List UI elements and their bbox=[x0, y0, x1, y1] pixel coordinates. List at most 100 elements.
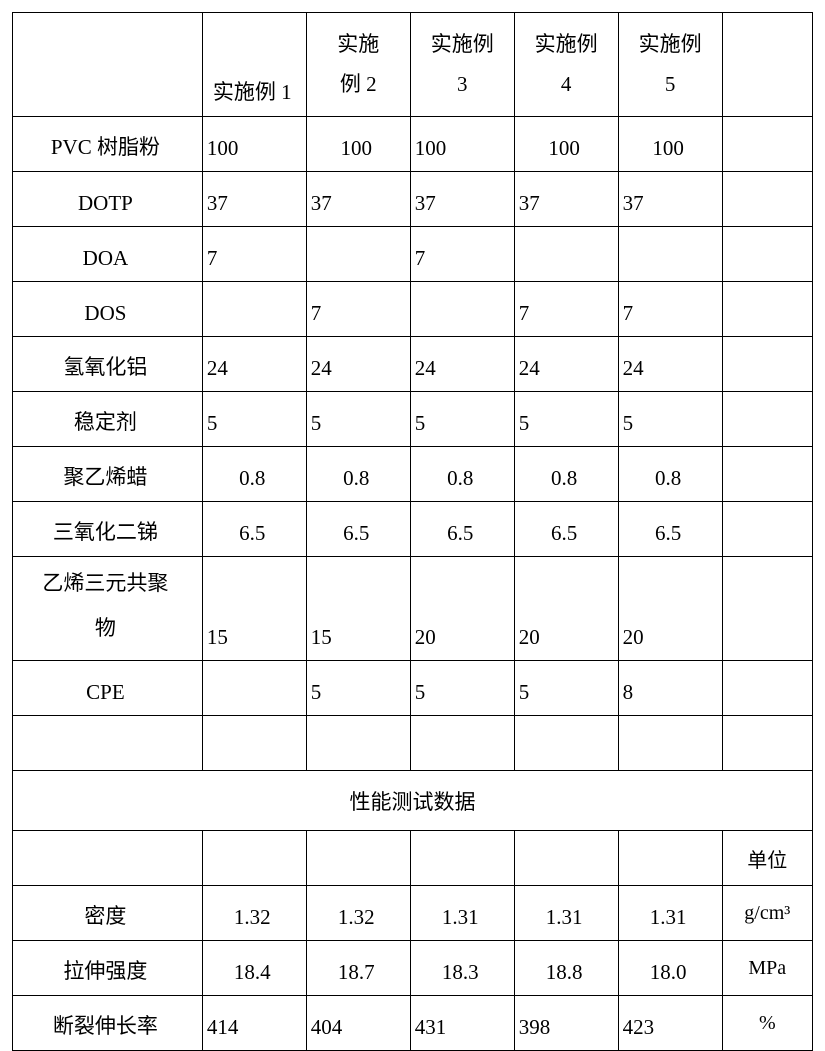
table-row: DOA 7 7 bbox=[13, 227, 813, 282]
cell: 100 bbox=[306, 117, 410, 172]
cell: 15 bbox=[202, 557, 306, 661]
row-label: DOS bbox=[13, 282, 203, 337]
cell: 100 bbox=[514, 117, 618, 172]
blank-row bbox=[13, 716, 813, 771]
cell: 1.32 bbox=[202, 886, 306, 941]
cell-blank bbox=[722, 337, 812, 392]
row-label: DOA bbox=[13, 227, 203, 282]
cell: 24 bbox=[202, 337, 306, 392]
cell-blank bbox=[722, 557, 812, 661]
cell: 423 bbox=[618, 996, 722, 1051]
cell: 5 bbox=[306, 661, 410, 716]
row-label: 聚乙烯蜡 bbox=[13, 447, 203, 502]
cell: 0.8 bbox=[514, 447, 618, 502]
cell: 37 bbox=[410, 172, 514, 227]
header-col-2-l1: 实施 bbox=[337, 32, 379, 56]
cell: 20 bbox=[514, 557, 618, 661]
cell: 5 bbox=[202, 392, 306, 447]
cell: 6.5 bbox=[410, 502, 514, 557]
cell: 100 bbox=[618, 117, 722, 172]
unit-header-row: 单位 bbox=[13, 831, 813, 886]
cell-blank bbox=[306, 831, 410, 886]
cell: 431 bbox=[410, 996, 514, 1051]
cell: 1.31 bbox=[514, 886, 618, 941]
cell-blank bbox=[722, 227, 812, 282]
table-row: 三氧化二锑 6.5 6.5 6.5 6.5 6.5 bbox=[13, 502, 813, 557]
cell: 5 bbox=[410, 392, 514, 447]
cell bbox=[202, 282, 306, 337]
table-row: 拉伸强度 18.4 18.7 18.3 18.8 18.0 MPa bbox=[13, 941, 813, 996]
unit-cell: g/cm³ bbox=[722, 886, 812, 941]
cell-blank bbox=[722, 282, 812, 337]
row-label: 稳定剂 bbox=[13, 392, 203, 447]
table-row: 稳定剂 5 5 5 5 5 bbox=[13, 392, 813, 447]
row-label: 密度 bbox=[13, 886, 203, 941]
cell: 7 bbox=[410, 227, 514, 282]
cell: 18.0 bbox=[618, 941, 722, 996]
row-label: 断裂伸长率 bbox=[13, 996, 203, 1051]
header-col-3: 实施例 3 bbox=[410, 13, 514, 117]
header-col-4-l2: 4 bbox=[561, 72, 572, 96]
table-row: 乙烯三元共聚 物 15 15 20 20 20 bbox=[13, 557, 813, 661]
cell: 5 bbox=[618, 392, 722, 447]
table-row: 聚乙烯蜡 0.8 0.8 0.8 0.8 0.8 bbox=[13, 447, 813, 502]
cell: 100 bbox=[410, 117, 514, 172]
cell: 15 bbox=[306, 557, 410, 661]
cell: 5 bbox=[306, 392, 410, 447]
row-label: PVC 树脂粉 bbox=[13, 117, 203, 172]
cell: 6.5 bbox=[202, 502, 306, 557]
cell: 100 bbox=[202, 117, 306, 172]
header-col-4: 实施例 4 bbox=[514, 13, 618, 117]
cell: 20 bbox=[410, 557, 514, 661]
cell-blank bbox=[202, 831, 306, 886]
cell-blank bbox=[410, 831, 514, 886]
cell-blank bbox=[618, 831, 722, 886]
cell bbox=[514, 227, 618, 282]
cell-blank bbox=[722, 716, 812, 771]
row-label: 乙烯三元共聚 物 bbox=[13, 557, 203, 661]
cell: 7 bbox=[202, 227, 306, 282]
cell: 24 bbox=[618, 337, 722, 392]
header-blank bbox=[13, 13, 203, 117]
cell bbox=[306, 227, 410, 282]
cell-blank bbox=[13, 831, 203, 886]
unit-header: 单位 bbox=[722, 831, 812, 886]
cell-blank bbox=[722, 172, 812, 227]
cell: 24 bbox=[306, 337, 410, 392]
cell: 18.7 bbox=[306, 941, 410, 996]
cell: 0.8 bbox=[202, 447, 306, 502]
cell-blank bbox=[618, 716, 722, 771]
cell bbox=[410, 282, 514, 337]
cell-blank bbox=[410, 716, 514, 771]
cell-blank bbox=[722, 661, 812, 716]
table-header-row: 实施例 1 实施 例 2 实施例 3 实施例 4 实施例 5 bbox=[13, 13, 813, 117]
cell-blank bbox=[514, 831, 618, 886]
cell: 20 bbox=[618, 557, 722, 661]
table-row: CPE 5 5 5 8 bbox=[13, 661, 813, 716]
cell: 24 bbox=[410, 337, 514, 392]
row-label: 氢氧化铝 bbox=[13, 337, 203, 392]
row9-label-l1: 乙烯三元共聚 bbox=[42, 571, 168, 595]
row-label: 拉伸强度 bbox=[13, 941, 203, 996]
header-col-5: 实施例 5 bbox=[618, 13, 722, 117]
header-unit-blank bbox=[722, 13, 812, 117]
cell: 18.3 bbox=[410, 941, 514, 996]
table-row: PVC 树脂粉 100 100 100 100 100 bbox=[13, 117, 813, 172]
cell: 7 bbox=[618, 282, 722, 337]
header-col-3-l2: 3 bbox=[457, 72, 468, 96]
cell: 7 bbox=[306, 282, 410, 337]
cell bbox=[618, 227, 722, 282]
unit-cell: % bbox=[722, 996, 812, 1051]
section-header: 性能测试数据 bbox=[13, 771, 813, 831]
cell-blank bbox=[202, 716, 306, 771]
table-row: DOS 7 7 7 bbox=[13, 282, 813, 337]
cell: 404 bbox=[306, 996, 410, 1051]
cell: 18.8 bbox=[514, 941, 618, 996]
row-label: CPE bbox=[13, 661, 203, 716]
row-label: DOTP bbox=[13, 172, 203, 227]
cell: 5 bbox=[514, 392, 618, 447]
cell: 6.5 bbox=[306, 502, 410, 557]
cell: 1.31 bbox=[410, 886, 514, 941]
cell: 398 bbox=[514, 996, 618, 1051]
section-header-row: 性能测试数据 bbox=[13, 771, 813, 831]
